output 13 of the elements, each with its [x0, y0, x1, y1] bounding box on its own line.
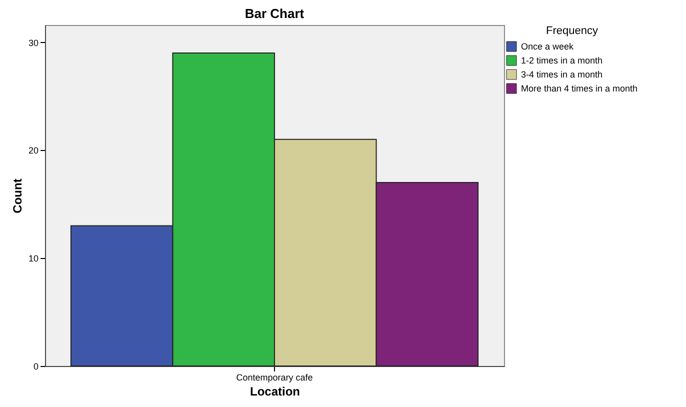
- y-tick-label: 0: [33, 362, 38, 372]
- chart-title: Bar Chart: [244, 6, 305, 21]
- legend-title: Frequency: [546, 25, 598, 37]
- x-tick-label: Contemporary cafe: [236, 372, 313, 382]
- y-tick-label: 30: [28, 38, 38, 48]
- y-tick-label: 10: [28, 254, 38, 264]
- y-tick-label: 20: [28, 146, 38, 156]
- y-axis-title: Count: [10, 178, 24, 214]
- legend-label: 1-2 times in a month: [521, 56, 603, 66]
- legend-label: 3-4 times in a month: [521, 70, 603, 80]
- legend-label: More than 4 times in a month: [521, 84, 638, 94]
- legend-label: Once a week: [521, 42, 574, 52]
- x-axis-title: Location: [250, 384, 300, 398]
